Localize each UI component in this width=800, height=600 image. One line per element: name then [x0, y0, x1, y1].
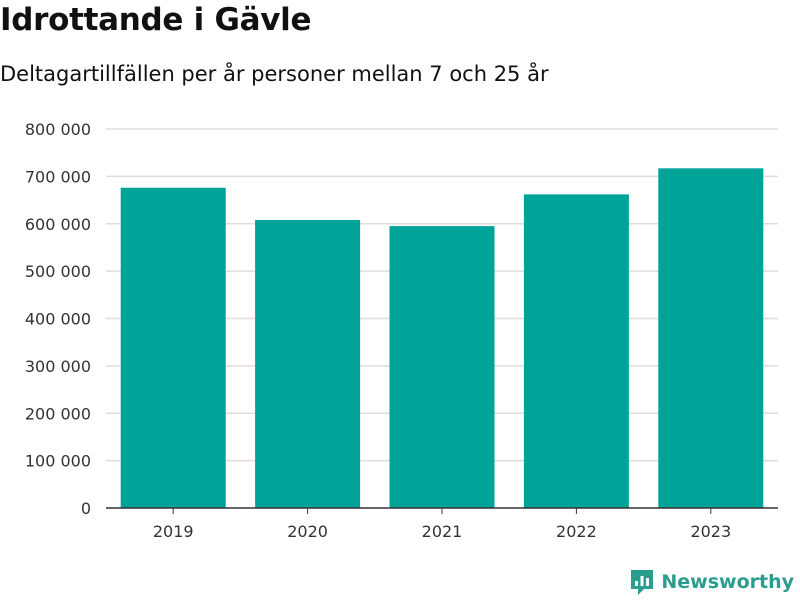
x-tick-label: 2023	[690, 522, 731, 541]
bar-2020	[255, 219, 361, 508]
y-tick-label: 600 000	[25, 215, 91, 234]
x-tick-label: 2022	[556, 522, 597, 541]
bar-2021	[389, 226, 495, 508]
x-tick-label: 2019	[153, 522, 194, 541]
y-tick-label: 0	[81, 499, 91, 518]
y-tick-label: 500 000	[25, 262, 91, 281]
x-tick-label: 2020	[287, 522, 328, 541]
bar-2019	[120, 187, 226, 508]
bar-2022	[523, 194, 629, 508]
bars	[120, 168, 764, 509]
y-tick-label: 100 000	[25, 452, 91, 471]
y-tick-label: 700 000	[25, 167, 91, 186]
brand-logo-block: Newsworthy	[629, 568, 794, 596]
y-tick-label: 200 000	[25, 404, 91, 423]
y-tick-label: 300 000	[25, 357, 91, 376]
chart-title: Idrottande i Gävle	[0, 2, 312, 38]
x-tick-label: 2021	[422, 522, 463, 541]
y-tick-label: 400 000	[25, 310, 91, 329]
brand-name: Newsworthy	[661, 571, 794, 593]
y-tick-label: 800 000	[25, 120, 91, 139]
bar-chart-icon	[631, 570, 654, 595]
bar-2023	[658, 168, 764, 509]
chart-subtitle: Deltagartillfällen per år personer mella…	[0, 62, 549, 86]
axes: 0 100 000 200 000 300 000 400 000 500 000 600 …	[25, 120, 778, 541]
